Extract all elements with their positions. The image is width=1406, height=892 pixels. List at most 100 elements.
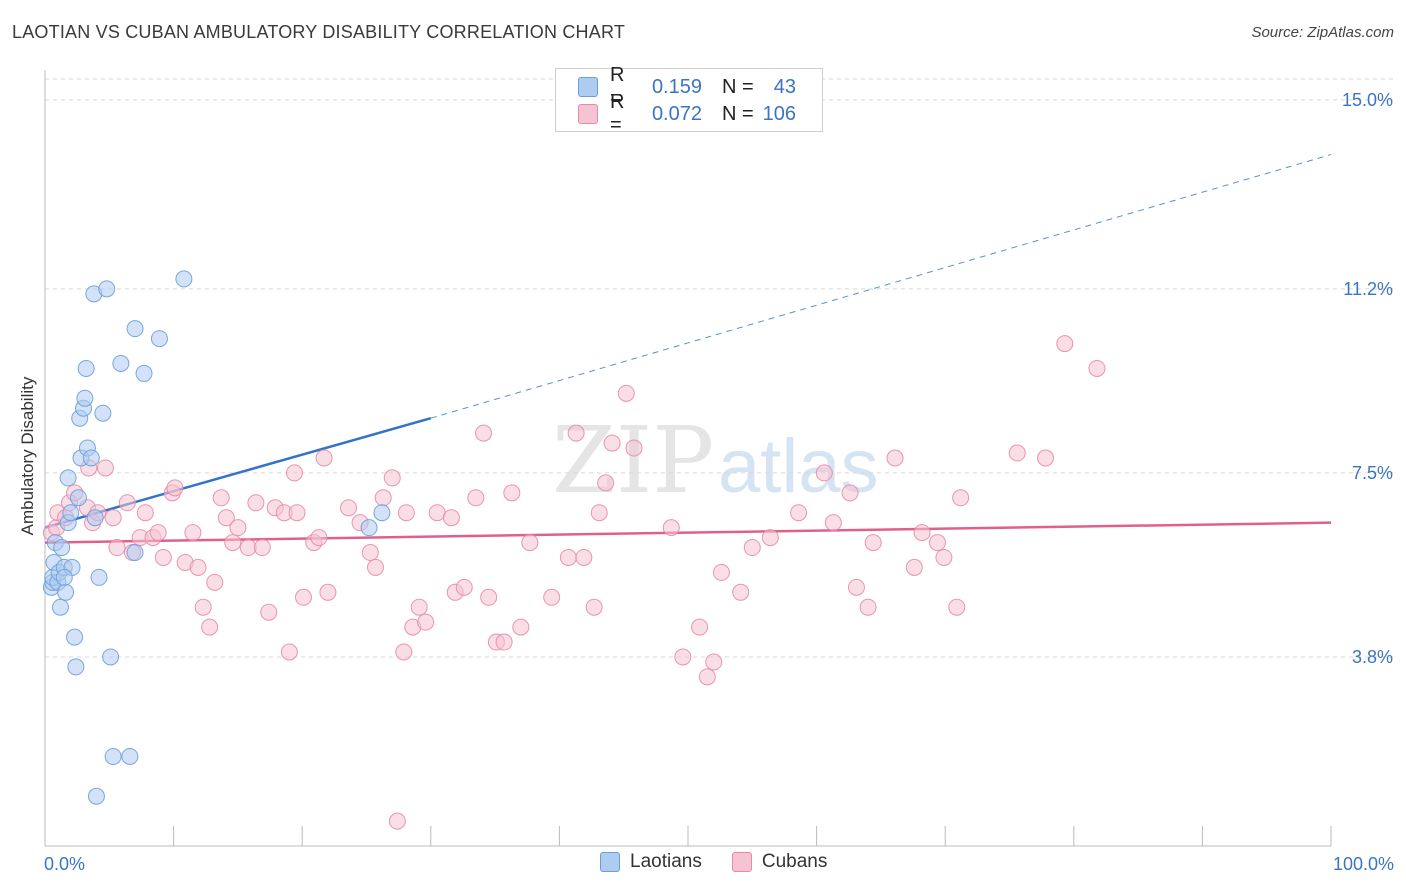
stats-legend-row-cubans: R = 0.072 N = 106 <box>578 91 796 136</box>
n-label: N = <box>722 75 754 98</box>
cuban-point <box>512 618 530 636</box>
cuban-point <box>260 603 278 621</box>
cuban-point <box>705 653 723 671</box>
laotian-point <box>57 583 75 601</box>
chart-title: LAOTIAN VS CUBAN AMBULATORY DISABILITY C… <box>12 22 626 42</box>
trend-lines <box>44 154 1332 544</box>
laotian-point <box>69 489 87 507</box>
cuban-point <box>698 668 716 686</box>
legend-item-cubans[interactable]: Cubans <box>731 851 828 873</box>
r-label: R = <box>610 91 625 136</box>
laotian-point <box>53 539 71 557</box>
data-points <box>42 270 1106 830</box>
cuban-point <box>154 548 172 566</box>
laotian-point <box>150 330 168 348</box>
laotian-point <box>98 280 116 298</box>
cuban-point <box>189 558 207 576</box>
cuban-point <box>212 489 230 507</box>
laotian-point <box>94 404 112 422</box>
cuban-point <box>229 519 247 537</box>
cuban-point <box>166 479 184 497</box>
cuban-point <box>559 548 577 566</box>
r-value: 0.159 <box>651 75 702 98</box>
laotian-point <box>87 787 105 805</box>
cuban-point <box>617 384 635 402</box>
cuban-point <box>104 509 122 527</box>
axes <box>44 70 1332 847</box>
tick-labels: 3.8% 7.5% 11.2% 15.0% 0.0% 100.0% <box>44 90 1394 874</box>
y-tick-label: 3.8% <box>1352 647 1393 667</box>
cuban-point <box>455 578 473 596</box>
laotian-point <box>86 509 104 527</box>
laotian-point <box>90 568 108 586</box>
cuban-point <box>136 504 154 522</box>
cuban-point <box>239 539 257 557</box>
cuban-point <box>224 534 242 552</box>
x-tick-label-max: 100.0% <box>1333 854 1394 874</box>
cuban-point <box>824 514 842 532</box>
cuban-point <box>815 464 833 482</box>
cuban-point <box>280 643 298 661</box>
cuban-point <box>388 812 406 830</box>
laotian-point <box>51 598 69 616</box>
cuban-trend-line <box>44 521 1332 544</box>
cuban-point <box>674 648 692 666</box>
laotians-swatch <box>578 77 598 97</box>
watermark-zip: ZIP <box>552 407 714 514</box>
cuban-point <box>841 484 859 502</box>
cuban-point <box>503 484 521 502</box>
n-value: 106 <box>762 102 796 125</box>
cuban-point <box>847 578 865 596</box>
cuban-point <box>442 509 460 527</box>
cuban-point <box>603 434 621 452</box>
laotian-point <box>76 389 94 407</box>
cuban-point <box>597 474 615 492</box>
cuban-point <box>1008 444 1026 462</box>
laotian-point <box>55 568 73 586</box>
cubans-swatch <box>578 104 598 124</box>
y-tick-label: 7.5% <box>1352 463 1393 483</box>
cuban-point <box>790 504 808 522</box>
cuban-point <box>96 459 114 477</box>
cuban-point <box>761 529 779 547</box>
laotian-point <box>102 648 120 666</box>
laotian-point <box>373 504 391 522</box>
cuban-point <box>480 588 498 606</box>
laotian-point <box>126 544 144 562</box>
cuban-point <box>367 558 385 576</box>
cuban-point <box>184 524 202 542</box>
r-label: R = <box>610 64 625 109</box>
laotian-point <box>66 628 84 646</box>
cuban-point <box>294 588 312 606</box>
r-value: 0.072 <box>651 102 702 125</box>
cuban-point <box>475 424 493 442</box>
series-legend: Laotians Cubans <box>600 851 857 873</box>
cuban-point <box>928 534 946 552</box>
cuban-point <box>253 539 271 557</box>
laotian-point <box>77 359 95 377</box>
laotian-point <box>112 354 130 372</box>
cuban-point <box>521 534 539 552</box>
cuban-point <box>905 558 923 576</box>
laotian-point <box>126 320 144 338</box>
cuban-point <box>743 539 761 557</box>
legend-label-cubans: Cubans <box>761 851 828 872</box>
laotian-point <box>175 270 193 288</box>
watermark: ZIP atlas <box>552 407 879 514</box>
cuban-point <box>567 424 585 442</box>
laotian-point <box>82 449 100 467</box>
cuban-point <box>886 449 904 467</box>
cuban-point <box>288 504 306 522</box>
cuban-point <box>194 598 212 616</box>
legend-item-laotians[interactable]: Laotians <box>600 851 702 873</box>
cuban-point <box>374 489 392 507</box>
cuban-point <box>206 573 224 591</box>
cuban-point <box>948 598 966 616</box>
laotians-legend-swatch <box>600 852 620 872</box>
cuban-point <box>732 583 750 601</box>
cuban-point <box>428 504 446 522</box>
stats-legend: R = 0.159 N = 43 R = 0.072 N = 106 <box>555 64 823 136</box>
cuban-point <box>339 499 357 517</box>
cuban-point <box>691 618 709 636</box>
